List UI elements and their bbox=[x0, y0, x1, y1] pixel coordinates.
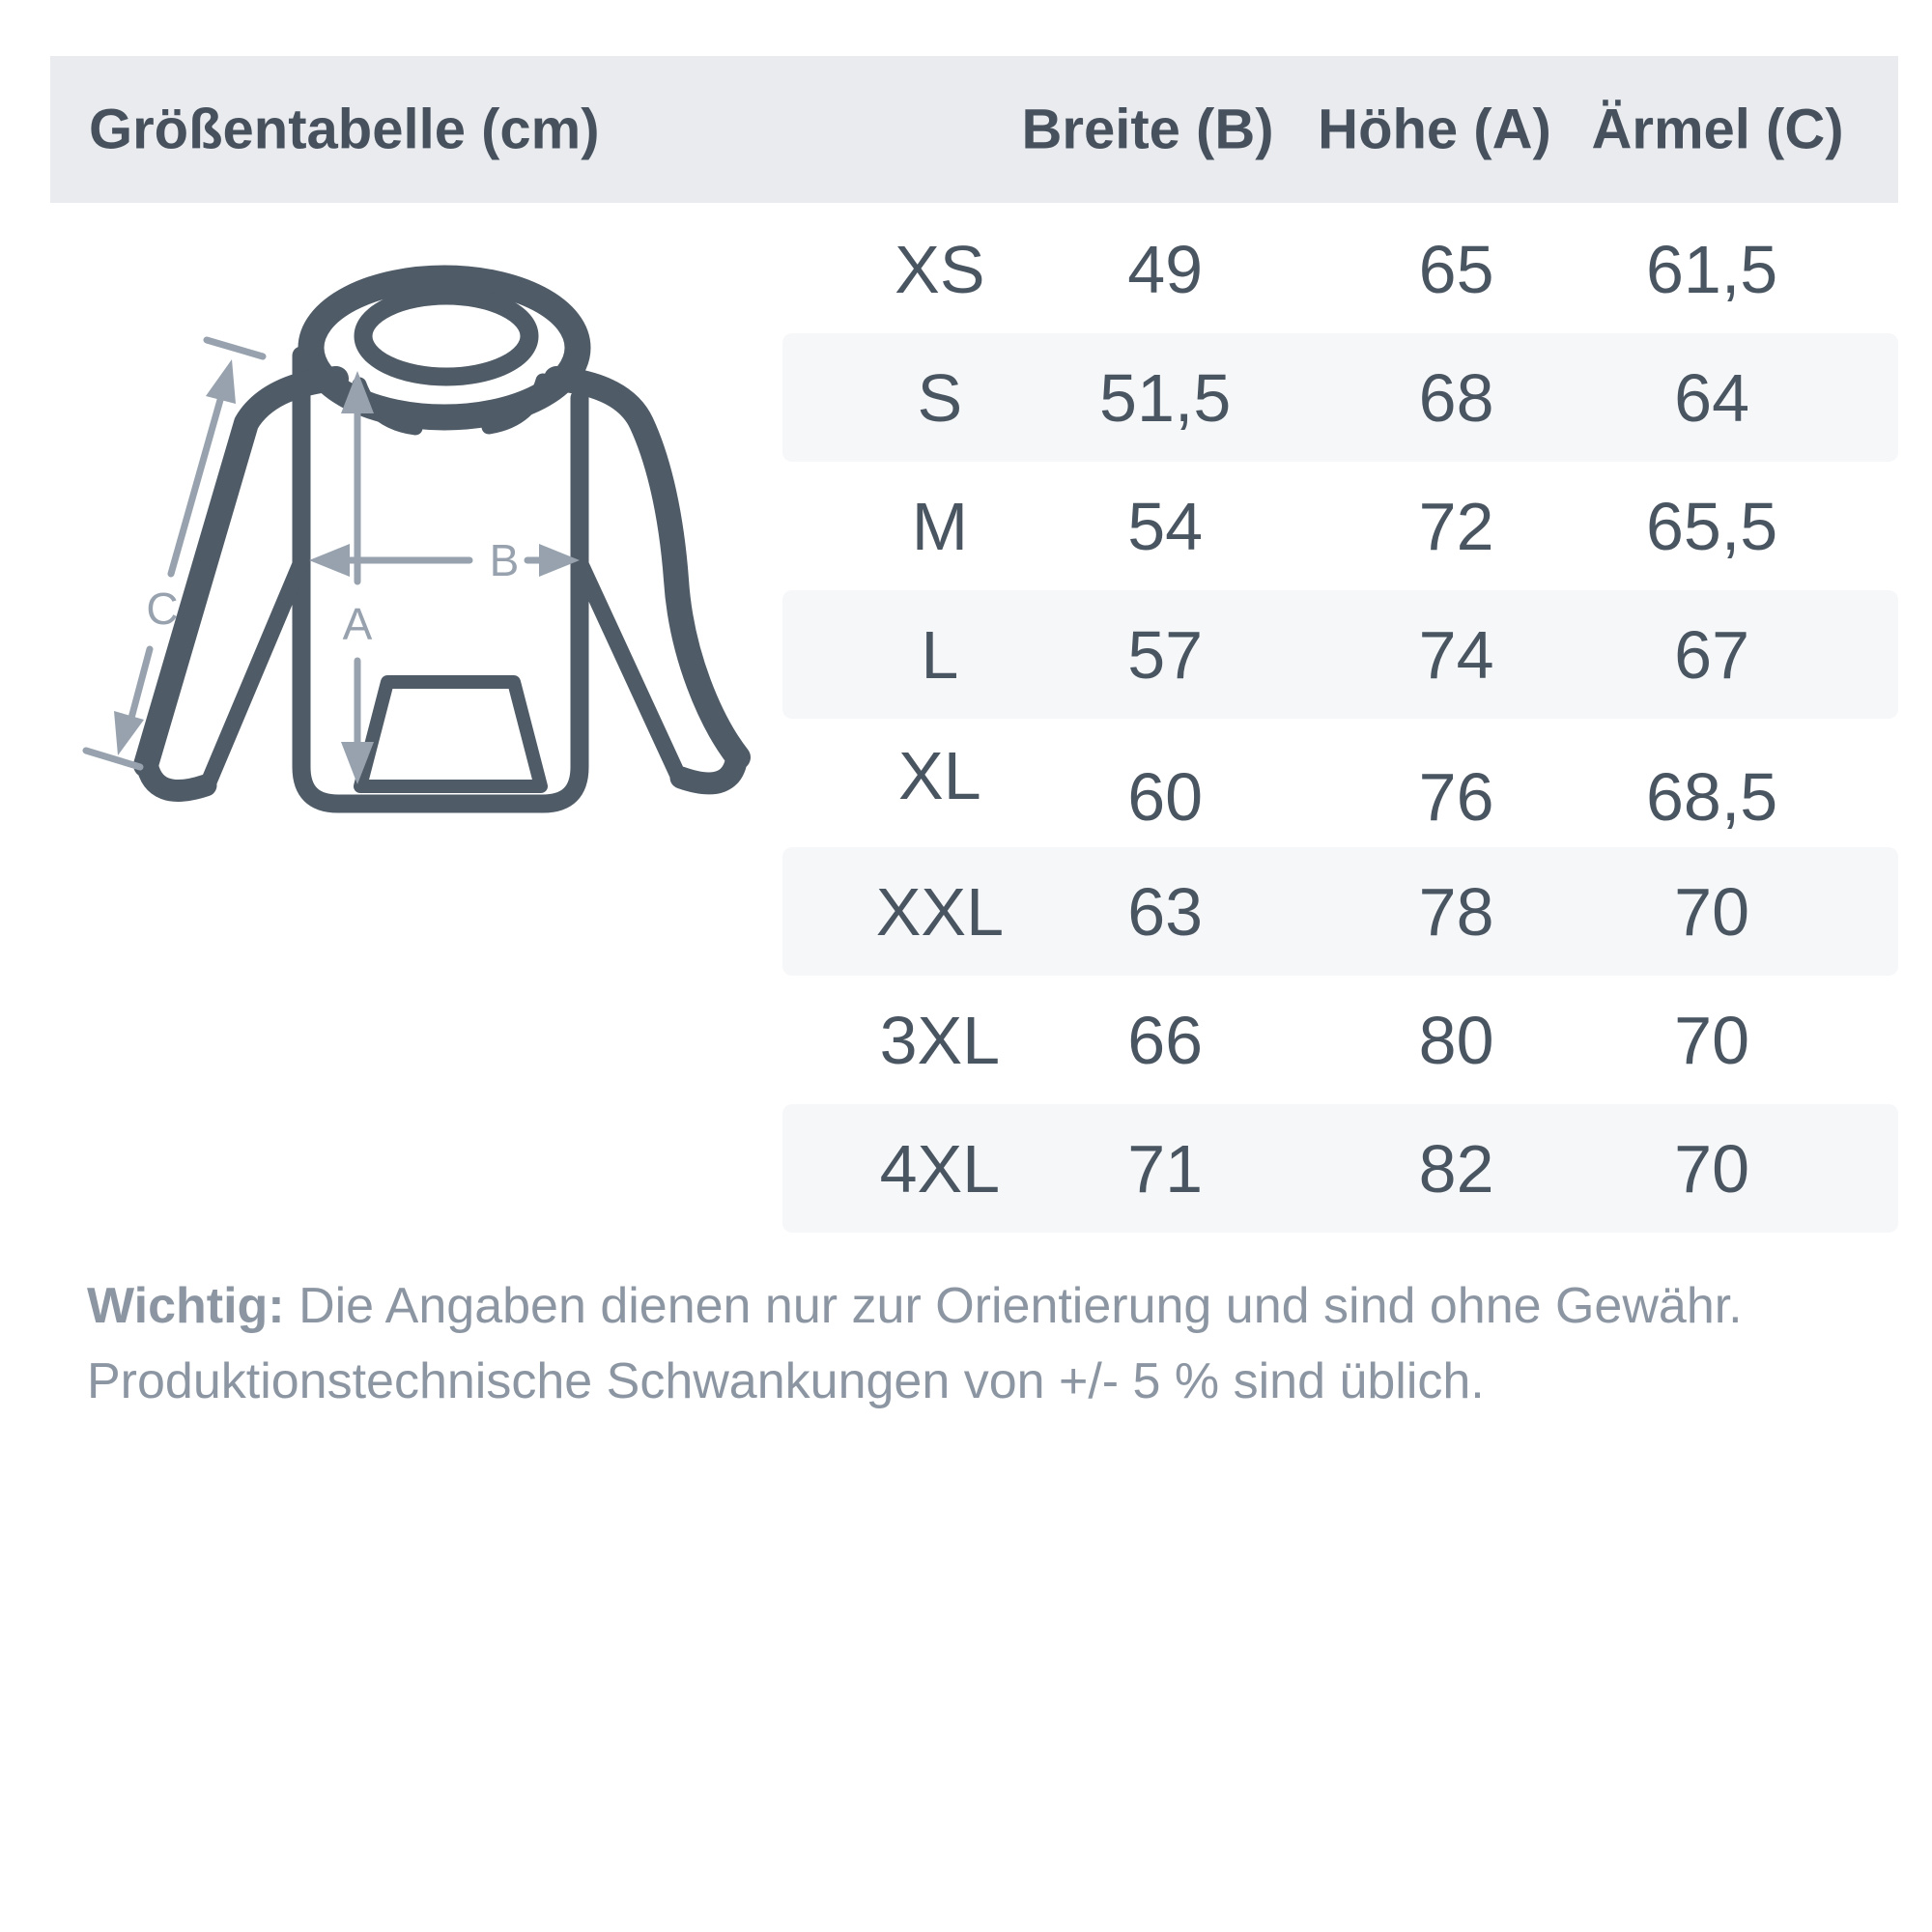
hoehe-value: 65 bbox=[1418, 231, 1494, 307]
breite-value: 66 bbox=[1127, 1002, 1204, 1078]
disclaimer-prefix: Wichtig: bbox=[87, 1278, 285, 1334]
breite-value: 51,5 bbox=[1099, 359, 1232, 436]
disclaimer-text-1: Die Angaben dienen nur zur Orientierung … bbox=[298, 1278, 1743, 1334]
collar-fold-right bbox=[481, 373, 551, 435]
table-row: XL 60 76 68,5 bbox=[782, 719, 1898, 847]
size-label: S bbox=[917, 359, 963, 436]
arrow-c-cap-top bbox=[203, 336, 267, 360]
arrow-c-cap-bottom bbox=[82, 747, 144, 771]
size-label: 3XL bbox=[879, 1002, 1001, 1078]
table-header-band: Größentabelle (cm) Breite (B) Höhe (A) Ä… bbox=[50, 56, 1898, 203]
breite-value: 49 bbox=[1127, 231, 1204, 307]
column-header-breite: Breite (B) bbox=[1021, 98, 1274, 161]
disclaimer-line-2: Produktionstechnische Schwankungen von +… bbox=[87, 1353, 1485, 1409]
arrow-c-line-upper bbox=[167, 396, 224, 578]
size-label: M bbox=[911, 488, 968, 564]
hoodie-measurement-diagram: A B C bbox=[58, 232, 763, 831]
column-header-aermel: Ärmel (C) bbox=[1591, 98, 1844, 161]
arrow-a-head-bottom-icon bbox=[341, 742, 374, 784]
hoodie-diagram-icon: A B C bbox=[82, 265, 751, 813]
aermel-value: 65,5 bbox=[1645, 488, 1778, 564]
measure-label-a: A bbox=[343, 599, 373, 649]
hood-outer-ring bbox=[298, 265, 591, 431]
hoehe-value: 80 bbox=[1418, 1002, 1494, 1078]
table-row: 4XL 71 82 70 bbox=[782, 1104, 1898, 1233]
aermel-value: 67 bbox=[1674, 616, 1750, 693]
disclaimer-note: Wichtig: Die Angaben dienen nur zur Orie… bbox=[87, 1268, 1743, 1419]
hoehe-value: 78 bbox=[1418, 873, 1494, 950]
breite-value: 54 bbox=[1127, 488, 1204, 564]
table-row: L 57 74 67 bbox=[782, 590, 1898, 719]
hood-inner-ring bbox=[354, 286, 539, 386]
left-cuff bbox=[135, 752, 217, 802]
arrow-c-head-bottom-icon bbox=[114, 711, 144, 755]
measure-label-c: C bbox=[146, 583, 178, 634]
right-cuff bbox=[669, 744, 749, 795]
size-label: XS bbox=[895, 231, 985, 307]
right-sleeve-inner bbox=[572, 555, 687, 784]
size-label: 4XL bbox=[879, 1130, 1001, 1207]
arrow-b-head-right-icon bbox=[539, 544, 580, 577]
left-sleeve-inner bbox=[199, 555, 309, 793]
arrow-c-head-top-icon bbox=[206, 359, 236, 404]
arrow-b-head-left-icon bbox=[309, 544, 350, 577]
page-title: Größentabelle (cm) bbox=[89, 98, 600, 161]
hoehe-value: 76 bbox=[1418, 758, 1494, 835]
hoehe-value: 72 bbox=[1418, 488, 1494, 564]
size-label: XXL bbox=[875, 873, 1004, 950]
body-outline bbox=[292, 346, 589, 813]
left-sleeve-outer bbox=[133, 366, 349, 778]
breite-value: 63 bbox=[1127, 873, 1204, 950]
breite-value: 57 bbox=[1127, 616, 1204, 693]
aermel-value: 70 bbox=[1674, 1130, 1750, 1207]
breite-value: 60 bbox=[1127, 758, 1204, 835]
aermel-value: 70 bbox=[1674, 873, 1750, 950]
hoehe-value: 74 bbox=[1418, 616, 1494, 693]
table-row: S 51,5 68 64 bbox=[782, 333, 1898, 462]
table-row: M 54 72 65,5 bbox=[782, 462, 1898, 590]
aermel-value: 64 bbox=[1674, 359, 1750, 436]
size-table: XS 49 65 61,5 S 51,5 68 64 M 54 72 65,5 … bbox=[782, 205, 1898, 1233]
table-row: XXL 63 78 70 bbox=[782, 847, 1898, 976]
hoehe-value: 82 bbox=[1418, 1130, 1494, 1207]
size-label: XL bbox=[898, 737, 981, 813]
right-sleeve-outer bbox=[544, 366, 751, 770]
disclaimer-line-1: Wichtig: Die Angaben dienen nur zur Orie… bbox=[87, 1268, 1743, 1344]
size-label: L bbox=[921, 616, 959, 693]
arrow-a-head-top-icon bbox=[341, 371, 374, 413]
aermel-value: 70 bbox=[1674, 1002, 1750, 1078]
table-row: 3XL 66 80 70 bbox=[782, 976, 1898, 1104]
aermel-value: 68,5 bbox=[1645, 758, 1778, 835]
column-header-hoehe: Höhe (A) bbox=[1318, 98, 1551, 161]
aermel-value: 61,5 bbox=[1645, 231, 1778, 307]
measure-label-b: B bbox=[490, 535, 520, 585]
breite-value: 71 bbox=[1127, 1130, 1204, 1207]
hoehe-value: 68 bbox=[1418, 359, 1494, 436]
table-row: XS 49 65 61,5 bbox=[782, 205, 1898, 333]
pocket-outline bbox=[354, 675, 548, 793]
